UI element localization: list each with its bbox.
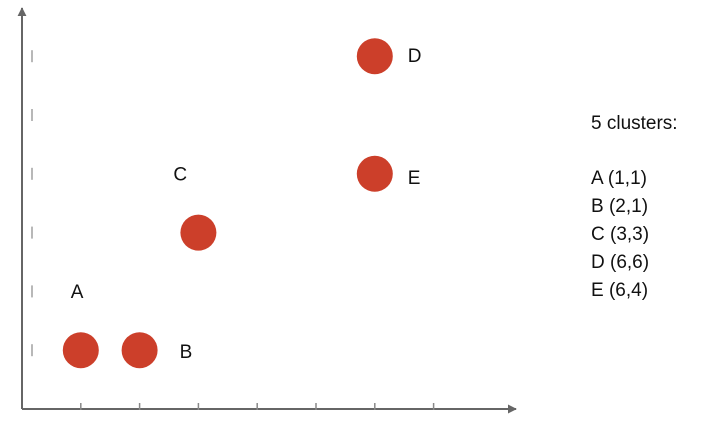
legend-item-e: E (6,4) <box>591 280 649 301</box>
legend-item-d: D (6,6) <box>591 252 650 273</box>
point-b <box>121 332 158 369</box>
data-points: A B C D E <box>62 38 422 369</box>
point-label-b: B <box>180 342 193 363</box>
legend-item-c: C (3,3) <box>591 224 650 245</box>
point-d <box>356 38 393 75</box>
point-label-c: C <box>173 165 187 186</box>
point-label-e: E <box>408 168 421 189</box>
x-axis-ticks <box>80 403 435 410</box>
legend-list: A (1,1) B (2,1) C (3,3) D (6,6) E (6,4) <box>591 165 678 305</box>
point-label-d: D <box>408 46 422 67</box>
legend-item-b: B (2,1) <box>591 196 649 217</box>
legend-title: 5 clusters: <box>591 113 678 134</box>
point-label-a: A <box>71 282 84 303</box>
point-e <box>356 155 393 192</box>
point-a <box>62 332 99 369</box>
legend-item-a: A (1,1) <box>591 168 647 189</box>
cluster-legend: 5 clusters: A (1,1) B (2,1) C (3,3) D (6… <box>591 110 678 305</box>
point-c <box>180 214 217 251</box>
